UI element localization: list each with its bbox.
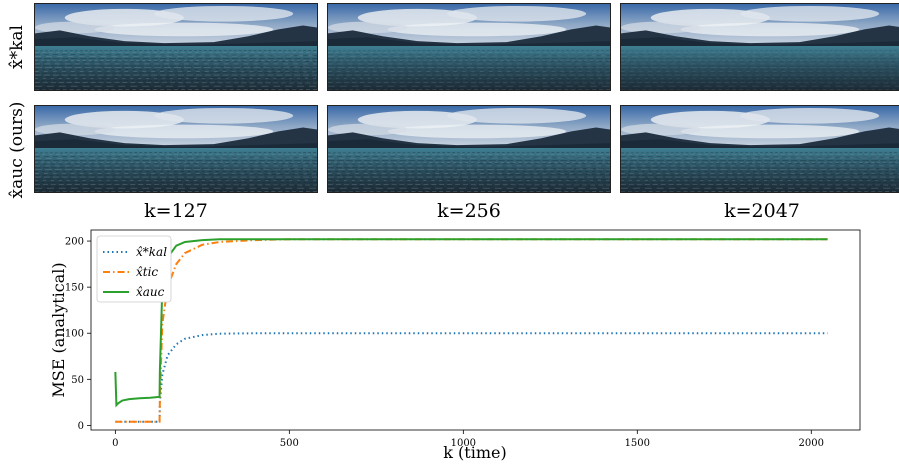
- lake-image-r1-c1: [34, 3, 318, 91]
- lake-image-r2-c3: [620, 105, 899, 193]
- legend-label: x̂auc: [136, 285, 165, 299]
- mse-line-chart: 0 500 1000 1500 2000 0 50 100 150 200 x̂*kal x̂tic…: [49, 229, 861, 462]
- legend-box: [96, 235, 172, 303]
- column-label-256: k=256: [437, 200, 501, 222]
- x-tick-label: 0: [112, 438, 118, 449]
- y-tick-label: 150: [65, 283, 84, 294]
- column-label-127: k=127: [144, 200, 208, 222]
- row-label-kal: x̂*kal: [7, 25, 27, 69]
- legend-label: x̂*kal: [136, 245, 167, 259]
- row-label-auc: x̂auc (ours): [7, 101, 27, 199]
- x-tick-label: 2000: [799, 438, 824, 449]
- lake-image-r1-c3: [620, 3, 899, 91]
- legend-label: x̂tic: [136, 265, 158, 279]
- series-line-2: [114, 238, 828, 408]
- lake-image-r2-c2: [327, 105, 611, 193]
- y-tick-label: 0: [78, 421, 84, 432]
- x-axis-label: k (time): [443, 443, 506, 462]
- lake-image-r1-c2: [327, 3, 611, 91]
- x-tick-label: 1500: [625, 438, 650, 449]
- y-axis-label: MSE (analytical): [49, 262, 68, 397]
- y-tick-label: 200: [65, 237, 84, 248]
- y-tick-label: 100: [65, 329, 84, 340]
- column-label-2047: k=2047: [724, 200, 800, 222]
- lake-image-r2-c1: [34, 105, 318, 193]
- plot-area: [90, 229, 861, 431]
- x-tick-label: 1000: [451, 438, 476, 449]
- x-tick-label: 500: [280, 438, 299, 449]
- y-tick-label: 50: [71, 375, 84, 386]
